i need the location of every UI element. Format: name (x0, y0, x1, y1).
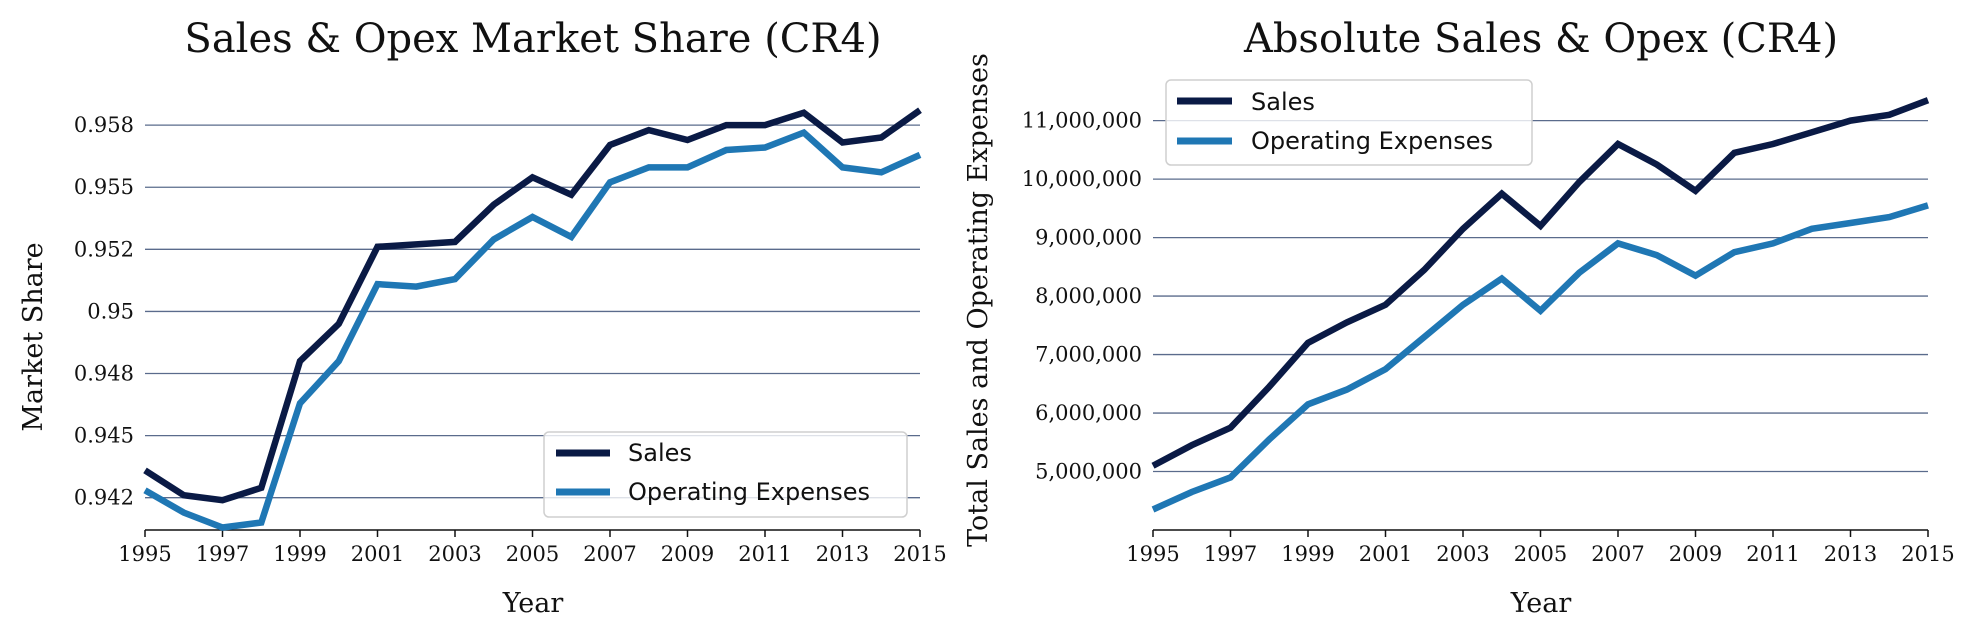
y-tick-label: 7,000,000 (1035, 343, 1142, 367)
x-tick-label: 2001 (1359, 542, 1412, 566)
legend-label-sales: Sales (1251, 88, 1315, 116)
chart-title: Sales & Opex Market Share (CR4) (184, 16, 881, 62)
x-tick-label: 2015 (1901, 542, 1954, 566)
x-axis-label: Year (502, 588, 564, 619)
legend-frame (1165, 79, 1533, 166)
x-tick-label: 1995 (1126, 542, 1179, 566)
x-tick-label: 1997 (196, 542, 249, 566)
y-tick-label: 0.958 (74, 113, 134, 137)
y-tick-label: 0.952 (74, 237, 134, 261)
chart-title: Absolute Sales & Opex (CR4) (1243, 16, 1838, 62)
x-axis-label: Year (1510, 588, 1572, 619)
x-tick-label: 2007 (583, 542, 636, 566)
market-share-chart: Sales & Opex Market Share (CR4) 0.9420.9… (18, 16, 947, 619)
y-axis-label: Total Sales and Operating Expenses (963, 53, 994, 547)
y-tick-label: 11,000,000 (1022, 109, 1142, 133)
y-tick-label: 0.955 (74, 175, 134, 199)
legend: Sales Operating Expenses (543, 431, 908, 518)
y-tick-label: 0.95 (87, 299, 134, 323)
legend-label-opex: Operating Expenses (1251, 127, 1493, 155)
legend: Sales Operating Expenses (1165, 79, 1533, 166)
x-tick-label: 2001 (351, 542, 404, 566)
x-tick-label: 2003 (1436, 542, 1489, 566)
x-tick-label: 1999 (273, 542, 326, 566)
legend-frame (543, 431, 908, 518)
x-tick-label: 2013 (1824, 542, 1877, 566)
x-tick-label: 2005 (506, 542, 559, 566)
x-tick-label: 2003 (428, 542, 481, 566)
x-tick-label: 2009 (661, 542, 714, 566)
x-tick-label: 1999 (1281, 542, 1334, 566)
legend-label-opex: Operating Expenses (628, 478, 870, 506)
x-tick-label: 2013 (816, 542, 869, 566)
x-tick-label: 2011 (738, 542, 791, 566)
absolute-sales-chart: Absolute Sales & Opex (CR4) 5,000,000 6,0… (963, 16, 1955, 619)
y-tick-label: 8,000,000 (1035, 284, 1142, 308)
series-line-sales (143, 107, 922, 504)
legend-label-sales: Sales (628, 439, 692, 467)
x-tick-label: 2015 (893, 542, 946, 566)
y-tick-label: 10,000,000 (1022, 167, 1142, 191)
series-line-opex (1151, 202, 1929, 513)
x-tick-labels: 1995 1997 1999 2001 2003 2005 2007 2009 2011 2013… (1126, 530, 1955, 566)
y-tick-labels: 0.942 0.945 0.948 0.95 0.952 0.955 0.958 (74, 113, 134, 510)
y-tick-label: 0.942 (74, 486, 134, 510)
x-tick-label: 1997 (1204, 542, 1257, 566)
x-tick-label: 2011 (1746, 542, 1799, 566)
series-line-sales (1151, 97, 1930, 469)
y-tick-label: 0.945 (74, 424, 134, 448)
y-axis-label: Market Share (18, 242, 49, 431)
y-tick-label: 5,000,000 (1035, 460, 1142, 484)
x-tick-label: 2009 (1669, 542, 1722, 566)
y-tick-label: 9,000,000 (1035, 226, 1142, 250)
y-tick-label: 0.948 (74, 362, 134, 386)
x-tick-label: 2007 (1591, 542, 1644, 566)
series-line-opex (143, 128, 922, 531)
series-lines (143, 107, 922, 531)
y-tick-label: 6,000,000 (1035, 401, 1142, 425)
gridlines (1153, 119, 1928, 473)
x-tick-label: 1995 (118, 542, 171, 566)
x-tick-label: 2005 (1514, 542, 1567, 566)
y-tick-labels: 5,000,000 6,000,000 7,000,000 8,000,000 9,00… (1022, 109, 1142, 484)
x-tick-labels: 1995 1997 1999 2001 2003 2005 2007 2009 2011 2013… (118, 530, 947, 566)
series-lines (1151, 97, 1930, 513)
